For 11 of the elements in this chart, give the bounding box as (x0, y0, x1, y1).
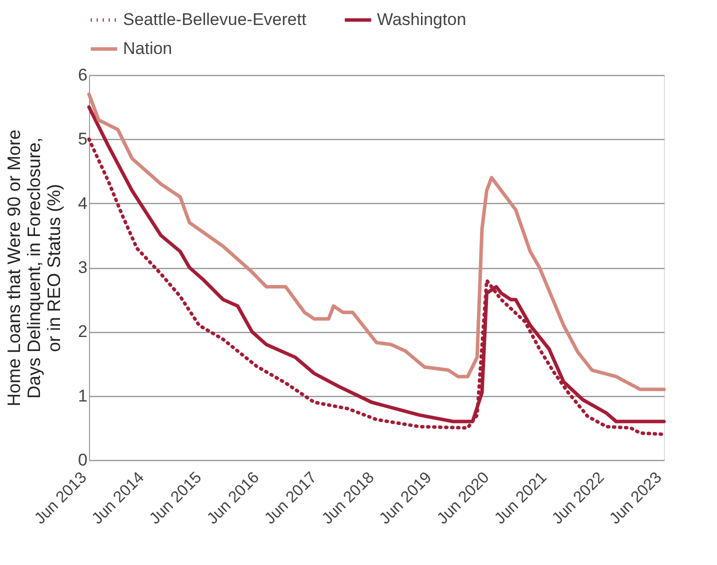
y-tick-label: 6 (78, 66, 88, 84)
y-axis-title: Home Loans that Were 90 or More Days Delinquent, in Foreclosure, or in REO Status (%) (4, 130, 64, 406)
y-tick-label: 5 (78, 130, 88, 149)
legend-label: Nation (123, 39, 172, 58)
legend-label: Washington (377, 10, 466, 29)
y-tick-label: 0 (78, 450, 88, 470)
legend-label: Seattle-Bellevue-Everett (123, 10, 307, 29)
y-tick-label: 3 (78, 258, 88, 277)
y-tick-label: 4 (78, 194, 88, 213)
y-tick-label: 2 (78, 322, 88, 342)
y-tick-label: 1 (78, 386, 88, 406)
